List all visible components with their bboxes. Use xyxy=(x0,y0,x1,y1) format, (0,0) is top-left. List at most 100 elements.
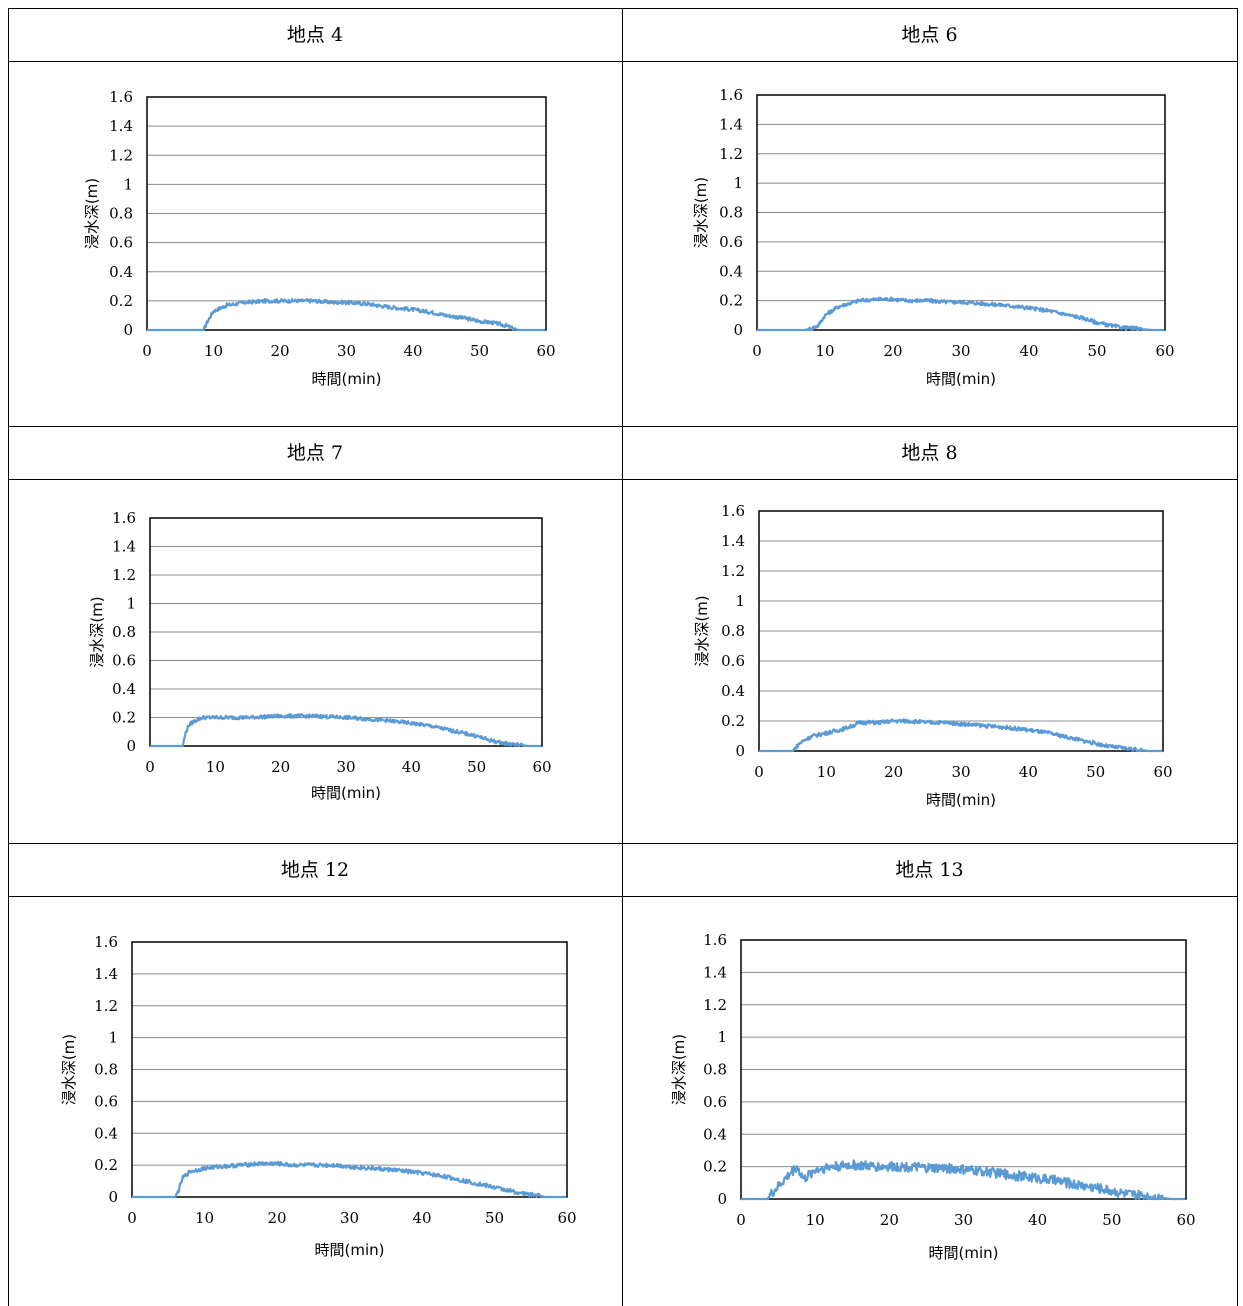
y-tick-label: 0.8 xyxy=(94,1061,118,1079)
y-tick-label: 1.2 xyxy=(719,145,743,163)
y-tick-label: 1.4 xyxy=(94,965,118,983)
x-axis-label: 時間(min) xyxy=(926,791,996,809)
y-axis-label: 浸水深(m) xyxy=(670,1034,688,1105)
y-axis-label: 浸水深(m) xyxy=(693,595,711,666)
panel-title-7: 地点 7 xyxy=(286,442,344,464)
y-tick-label: 0.8 xyxy=(109,205,133,223)
x-tick-label: 60 xyxy=(532,758,551,776)
panel-title-13: 地点 13 xyxy=(895,859,964,881)
x-axis-label: 時間(min) xyxy=(929,1244,999,1262)
y-tick-label: 1.6 xyxy=(719,86,743,104)
table-border-right xyxy=(1237,8,1238,1306)
plot-frame xyxy=(758,510,1164,752)
table-border-row1-title xyxy=(8,61,1238,62)
y-tick-label: 0 xyxy=(733,321,743,339)
series-line xyxy=(758,718,1163,753)
x-tick-label: 50 xyxy=(1086,763,1105,781)
x-tick-label: 0 xyxy=(736,1211,746,1229)
x-tick-label: 40 xyxy=(1028,1211,1047,1229)
y-tick-label: 0.8 xyxy=(703,1061,727,1079)
x-tick-label: 30 xyxy=(340,1209,359,1227)
series-line xyxy=(146,298,546,332)
x-tick-label: 10 xyxy=(206,758,225,776)
y-tick-label: 0.4 xyxy=(719,262,743,280)
x-tick-label: 30 xyxy=(951,342,970,360)
series-line xyxy=(149,713,542,748)
y-tick-label: 0.2 xyxy=(703,1158,727,1176)
y-tick-label: 1 xyxy=(717,1028,727,1046)
y-tick-label: 1.6 xyxy=(721,502,745,520)
y-axis-label: 浸水深(m) xyxy=(692,177,710,248)
panel-title-4: 地点 4 xyxy=(286,24,344,46)
x-axis-label: 時間(min) xyxy=(311,784,381,802)
y-tick-label: 0.4 xyxy=(703,1125,727,1143)
x-axis-label: 時間(min) xyxy=(312,370,382,388)
x-tick-label: 0 xyxy=(752,342,762,360)
panel-title-12: 地点 12 xyxy=(280,859,350,881)
x-tick-label: 50 xyxy=(485,1209,504,1227)
x-tick-label: 10 xyxy=(815,342,834,360)
x-tick-label: 50 xyxy=(467,758,486,776)
x-tick-label: 20 xyxy=(271,758,290,776)
plot-frame xyxy=(756,94,1166,331)
y-tick-label: 0.2 xyxy=(94,1156,118,1174)
y-tick-label: 0 xyxy=(717,1190,727,1208)
panel-title-6: 地点 6 xyxy=(901,24,958,46)
plot-frame xyxy=(740,939,1187,1200)
x-tick-label: 60 xyxy=(1153,763,1172,781)
x-tick-label: 50 xyxy=(470,342,489,360)
x-tick-label: 10 xyxy=(195,1209,214,1227)
y-tick-label: 0.2 xyxy=(109,292,133,310)
x-tick-label: 60 xyxy=(557,1209,576,1227)
chart-3: 0 0.2 0.4 0.6 0.8 1 1.2 1.4 1.6 0 10 20 30 40 50 60 時間(m… xyxy=(88,509,552,802)
y-axis-label: 浸水深(m) xyxy=(83,178,101,249)
series-line xyxy=(740,1159,1186,1201)
table-border-middle xyxy=(622,8,623,1306)
y-tick-label: 0.2 xyxy=(112,709,136,727)
x-tick-label: 40 xyxy=(1019,342,1038,360)
y-tick-label: 1 xyxy=(108,1029,118,1047)
x-tick-label: 0 xyxy=(145,758,155,776)
y-tick-label: 1.6 xyxy=(703,931,727,949)
y-tick-label: 0.4 xyxy=(109,263,133,281)
y-tick-label: 0.4 xyxy=(721,682,745,700)
x-tick-label: 20 xyxy=(880,1211,899,1229)
x-tick-label: 0 xyxy=(127,1209,137,1227)
y-tick-label: 1.4 xyxy=(721,532,745,550)
x-tick-label: 0 xyxy=(754,763,764,781)
x-tick-label: 60 xyxy=(1155,342,1174,360)
table-border-row3-top xyxy=(8,843,1238,844)
chart-5: 0 0.2 0.4 0.6 0.8 1 1.2 1.4 1.6 0 10 20 30 40 50 60 時間(m… xyxy=(60,933,577,1259)
y-tick-label: 1.4 xyxy=(109,117,133,135)
y-tick-label: 1.2 xyxy=(109,146,133,164)
y-tick-label: 1.4 xyxy=(112,538,136,556)
x-axis-label: 時間(min) xyxy=(926,370,996,388)
y-tick-label: 1.4 xyxy=(719,115,743,133)
x-tick-label: 20 xyxy=(883,342,902,360)
chart-1: 0 0.2 0.4 0.6 0.8 1 1.2 1.4 1.6 0 10 20 30 40 50 60 時間(m… xyxy=(83,88,556,388)
y-tick-label: 0.6 xyxy=(721,652,745,670)
x-tick-label: 60 xyxy=(536,342,555,360)
table-border-left xyxy=(8,8,9,1306)
y-tick-label: 1.2 xyxy=(703,996,727,1014)
x-tick-label: 50 xyxy=(1102,1211,1121,1229)
y-tick-label: 0.4 xyxy=(94,1124,118,1142)
y-tick-label: 1.6 xyxy=(112,509,136,527)
y-tick-label: 1 xyxy=(735,592,745,610)
y-tick-label: 1.2 xyxy=(112,566,136,584)
y-tick-label: 0.6 xyxy=(109,234,133,252)
x-tick-label: 10 xyxy=(204,342,223,360)
y-tick-label: 1 xyxy=(123,175,133,193)
x-tick-label: 40 xyxy=(412,1209,431,1227)
series-line xyxy=(756,296,1165,332)
x-axis-label: 時間(min) xyxy=(315,1241,385,1259)
y-tick-label: 0.2 xyxy=(719,292,743,310)
plot-frame xyxy=(146,96,547,331)
y-tick-label: 0.6 xyxy=(112,652,136,670)
table-border-row2-title xyxy=(8,479,1238,480)
y-tick-label: 1.4 xyxy=(703,963,727,981)
y-tick-label: 0 xyxy=(108,1188,118,1206)
y-tick-label: 1.2 xyxy=(721,562,745,580)
x-tick-label: 30 xyxy=(954,1211,973,1229)
